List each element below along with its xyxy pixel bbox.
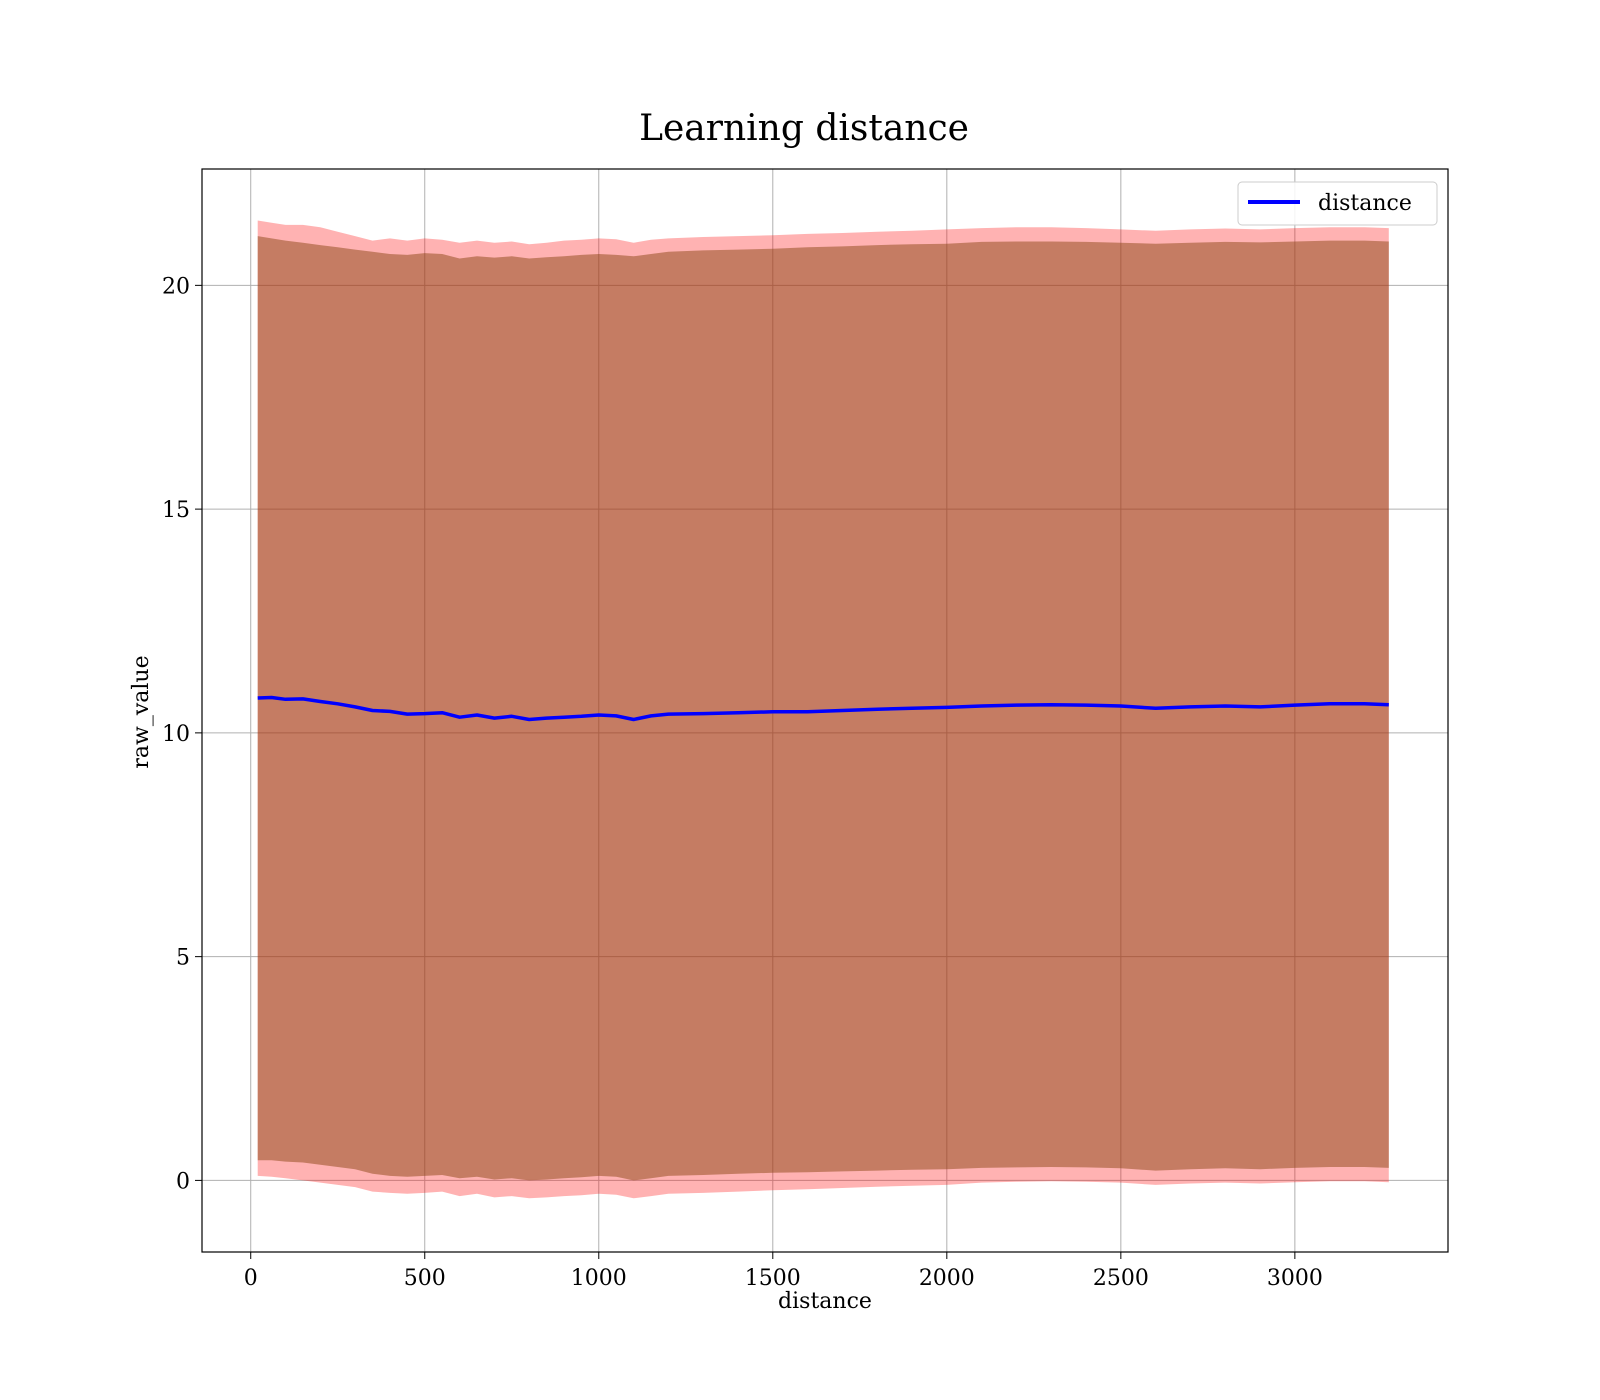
legend-label: distance (1318, 191, 1412, 216)
y-axis-label: raw_value (129, 655, 154, 768)
x-tick-label: 1000 (571, 1266, 627, 1291)
series-line-distance (257, 695, 1389, 722)
x-tick-label: 2500 (1093, 1266, 1149, 1291)
plot-frame (201, 168, 1449, 1253)
line-layer (257, 695, 1389, 722)
x-tick-label: 2000 (919, 1266, 975, 1291)
y-tick-label: 20 (162, 274, 190, 299)
y-tick-label: 15 (162, 498, 190, 523)
x-tick-label: 0 (244, 1266, 258, 1291)
x-tick-label: 1500 (745, 1266, 801, 1291)
band-layer (257, 220, 1389, 1199)
x-axis-label: distance (778, 1289, 872, 1314)
y-tick-label: 5 (176, 946, 190, 971)
legend: distance (1237, 181, 1438, 226)
y-tick-label: 0 (176, 1169, 190, 1194)
x-tick-label: 500 (404, 1266, 446, 1291)
chart-title: Learning distance (639, 108, 969, 149)
x-tick-label: 3000 (1267, 1266, 1323, 1291)
inner-band (257, 236, 1389, 1181)
legend-box (1237, 181, 1438, 226)
tick-layer: 0 500 1000 1500 2000 2500 3000 0 5 10 15 20 (162, 274, 1323, 1291)
y-tick-label: 10 (162, 722, 190, 747)
